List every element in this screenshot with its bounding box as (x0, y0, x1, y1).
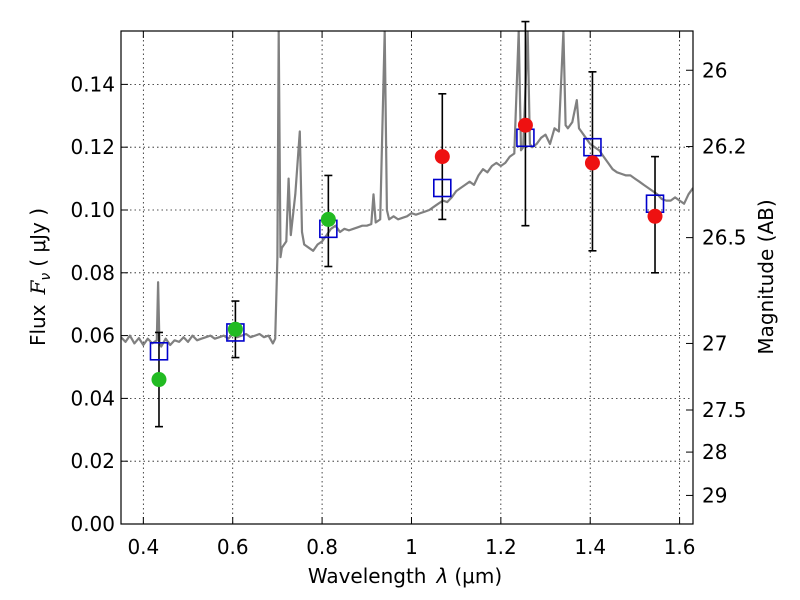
x-tick-label: 1.6 (664, 535, 696, 559)
mag-tick-label: 27.5 (702, 398, 747, 422)
x-tick-label: 1.2 (485, 535, 517, 559)
mag-tick-label: 26.5 (702, 226, 747, 250)
y-axis-title: FluxFν( μJy ) (26, 208, 54, 346)
y-tick-label: 0.04 (70, 386, 115, 410)
observed-marker-layer (151, 117, 663, 388)
observed-flux-marker (517, 117, 533, 133)
x-tick-label: 0.6 (217, 535, 249, 559)
observed-flux-marker (227, 321, 243, 337)
observed-flux-marker (434, 149, 450, 165)
y-tick-label: 0.12 (70, 135, 115, 159)
y-tick-label: 0.14 (70, 72, 115, 96)
mag-tick-label: 28 (702, 440, 727, 464)
mag-tick-label: 26.2 (702, 135, 747, 159)
model-flux-marker (433, 178, 452, 198)
mag-tick-label: 29 (702, 483, 727, 507)
x-tick-label: 1.4 (574, 535, 606, 559)
spectrum-layer (121, 31, 693, 348)
error-bar-layer (154, 20, 660, 428)
y-tick-label: 0.02 (70, 449, 115, 473)
y2-axis-title: Magnitude (AB) (754, 199, 778, 354)
grid-layer (121, 31, 693, 525)
observed-flux-marker (584, 155, 600, 171)
x-tick-label: 1 (405, 535, 418, 559)
y-tick-label: 0.06 (70, 324, 115, 348)
y-tick-label: 0.08 (70, 261, 115, 285)
tick-layer: 0.4 0.6 0.8 1 1.2 1.4 1.6 0.00 0.02 0.04 0.06 0.08 0… (70, 31, 747, 559)
mag-tick-label: 26 (702, 58, 727, 82)
template-spectrum-line (121, 31, 693, 348)
x-tick-label: 0.8 (306, 535, 338, 559)
x-tick-label: 0.4 (127, 535, 159, 559)
y-tick-label: 0.10 (70, 198, 115, 222)
y-tick-label: 0.00 (70, 512, 115, 536)
model-flux-marker (149, 341, 169, 361)
x-axis-title: Wavelength λ (μm) (308, 564, 502, 588)
mag-tick-label: 27 (702, 331, 727, 355)
observed-flux-marker (151, 372, 167, 388)
observed-flux-marker (320, 211, 336, 227)
observed-flux-marker (647, 208, 663, 224)
plot-frame (120, 30, 694, 525)
